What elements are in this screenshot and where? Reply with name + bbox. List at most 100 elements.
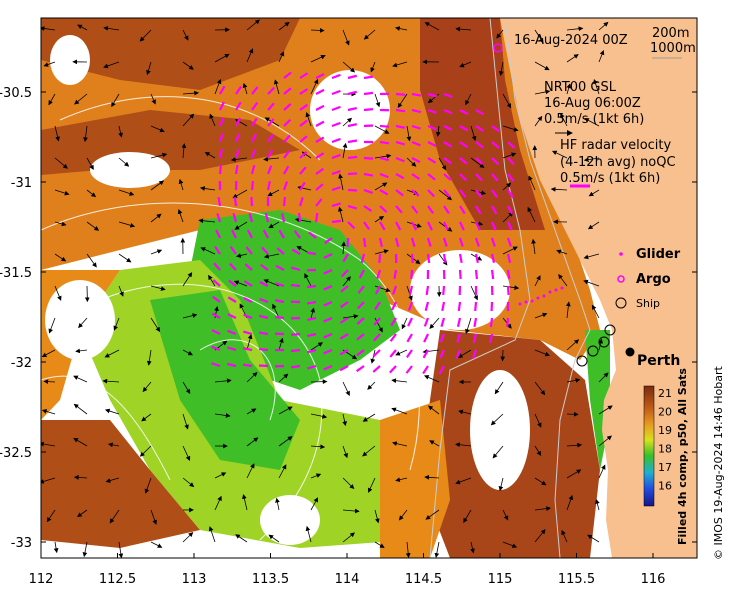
- hf-arrow: [441, 301, 446, 312]
- hf-arrow: [490, 221, 497, 231]
- velocity-arrow: [43, 61, 56, 67]
- velocity-arrow: [278, 51, 285, 63]
- hf-arrow: [443, 189, 451, 198]
- hf-arrow: [340, 301, 349, 309]
- velocity-arrow: [455, 26, 472, 32]
- velocity-arrow: [583, 253, 600, 260]
- velocity-arrow: [392, 61, 408, 68]
- hf-arrow: [331, 186, 341, 192]
- model-velocity-arrows: [41, 19, 613, 558]
- velocity-arrow: [534, 61, 550, 71]
- velocity-arrow: [278, 436, 293, 447]
- velocity-arrow: [374, 509, 380, 524]
- velocity-arrow: [208, 274, 216, 287]
- velocity-arrow: [43, 379, 56, 384]
- velocity-arrow: [342, 508, 360, 514]
- velocity-arrow: [560, 113, 568, 127]
- hf-arrow: [389, 365, 397, 374]
- velocity-arrow: [86, 221, 100, 231]
- velocity-arrow: [242, 493, 248, 511]
- date-header: 16-Aug-2024 00Z: [514, 33, 628, 48]
- hf-arrow: [281, 212, 286, 223]
- hf-arrow: [331, 121, 341, 128]
- hf-arrow: [242, 363, 253, 368]
- velocity-arrow: [75, 348, 88, 354]
- velocity-arrow: [141, 413, 152, 422]
- hf-arrow: [245, 246, 253, 255]
- hf-arrow: [427, 189, 435, 198]
- velocity-arrow: [182, 477, 195, 488]
- velocity-arrow: [235, 534, 248, 543]
- velocity-arrow: [534, 115, 543, 127]
- y-tick-label: -30.5: [0, 86, 32, 101]
- velocity-arrow: [82, 541, 88, 558]
- hf-arrow: [379, 189, 389, 196]
- hf-arrow: [458, 237, 464, 247]
- velocity-arrow: [214, 413, 231, 418]
- velocity-arrow: [374, 541, 385, 548]
- velocity-arrow: [242, 82, 248, 95]
- velocity-arrow: [342, 29, 350, 46]
- velocity-arrow: [459, 61, 472, 68]
- hf-arrow: [374, 285, 381, 295]
- velocity-arrow: [73, 475, 88, 480]
- hf-arrow: [506, 269, 511, 280]
- ship-markers: [576, 324, 616, 367]
- hf-arrow: [211, 329, 221, 335]
- velocity-arrow: [41, 477, 56, 484]
- hf-arrow: [306, 332, 317, 338]
- velocity-arrow: [598, 405, 613, 415]
- hf-arrow: [260, 263, 269, 271]
- hf-arrow: [307, 364, 317, 370]
- velocity-arrow: [362, 445, 376, 457]
- hf-arrow: [427, 92, 437, 98]
- hf-arrow: [227, 346, 237, 352]
- velocity-arrow: [105, 477, 120, 483]
- hf-arrow: [227, 313, 237, 319]
- velocity-arrow: [118, 285, 124, 297]
- velocity-arrow: [429, 317, 440, 329]
- hf-arrow: [323, 316, 333, 323]
- hf-arrow: [314, 212, 319, 223]
- hf-arrow: [228, 262, 237, 271]
- hf-arrow: [427, 221, 433, 231]
- velocity-arrow: [273, 79, 280, 95]
- hf-arrow: [491, 157, 500, 166]
- hf-arrow: [340, 285, 349, 293]
- hf-arrow: [250, 196, 254, 207]
- hf-arrow: [250, 165, 256, 175]
- velocity-arrow: [209, 113, 216, 127]
- hf-arrow: [219, 101, 225, 111]
- velocity-arrow: [150, 509, 157, 525]
- velocity-arrow: [232, 189, 248, 199]
- velocity-arrow: [278, 464, 287, 479]
- velocity-arrow: [342, 381, 350, 397]
- velocity-arrow: [550, 186, 568, 192]
- velocity-arrow: [233, 280, 248, 287]
- hf-arrow: [474, 269, 479, 280]
- hf-arrow: [283, 71, 292, 79]
- velocity-arrow: [48, 317, 56, 334]
- hf-arrow: [439, 349, 445, 359]
- hf-arrow: [347, 172, 358, 176]
- velocity-arrow: [534, 349, 550, 357]
- velocity-arrow: [177, 209, 184, 223]
- velocity-arrow: [465, 317, 472, 335]
- hf-arrow: [251, 102, 259, 111]
- velocity-arrow: [494, 381, 504, 395]
- hf-arrow: [331, 73, 341, 80]
- hf-arrow: [506, 317, 510, 328]
- velocity-arrow: [246, 372, 258, 383]
- velocity-arrow: [338, 206, 344, 223]
- hf-arrow: [234, 164, 239, 175]
- velocity-arrow: [41, 441, 56, 447]
- hf-arrow: [283, 118, 292, 127]
- velocity-arrow: [591, 304, 600, 319]
- velocity-arrow: [246, 19, 260, 31]
- velocity-arrow: [310, 54, 326, 63]
- velocity-arrow: [246, 437, 259, 447]
- hf-arrow: [457, 301, 462, 312]
- velocity-arrow: [502, 93, 512, 109]
- velocity-arrow: [502, 285, 520, 291]
